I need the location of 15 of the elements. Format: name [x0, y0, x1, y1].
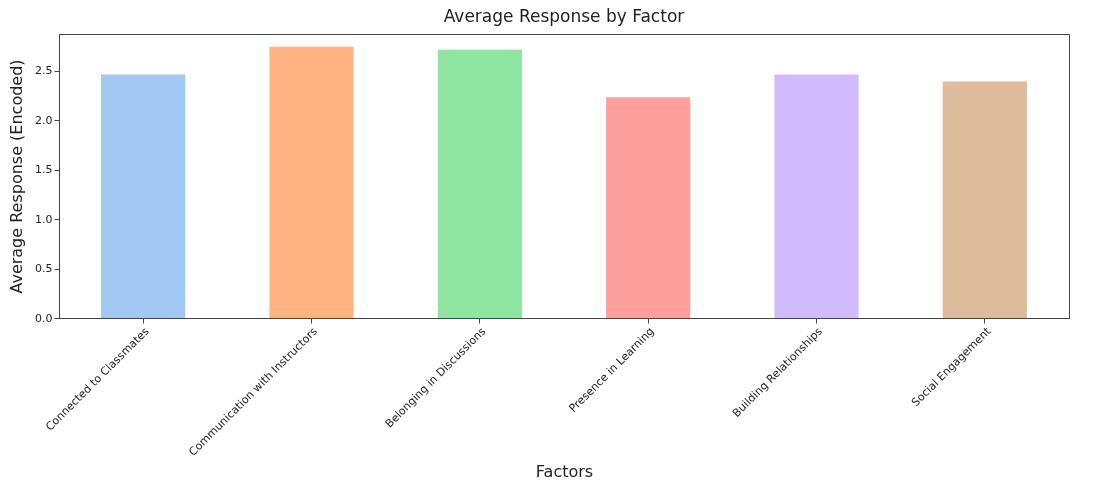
bar	[101, 74, 186, 318]
y-tick-label: 1.5	[35, 163, 53, 177]
y-tick-label: 0.5	[35, 262, 53, 276]
y-axis-title: Average Response (Encoded)	[7, 59, 27, 294]
bar	[437, 49, 522, 318]
y-tick-label: 2.5	[35, 64, 53, 78]
bar	[269, 46, 354, 318]
bar	[774, 74, 859, 318]
bar	[942, 81, 1027, 318]
y-tick-label: 0.0	[35, 311, 53, 325]
y-tick-label: 1.0	[35, 212, 53, 226]
chart-title: Average Response by Factor	[443, 6, 685, 26]
x-axis-title: Factors	[535, 461, 594, 481]
bar	[606, 97, 691, 318]
y-tick-label: 2.0	[35, 113, 53, 127]
